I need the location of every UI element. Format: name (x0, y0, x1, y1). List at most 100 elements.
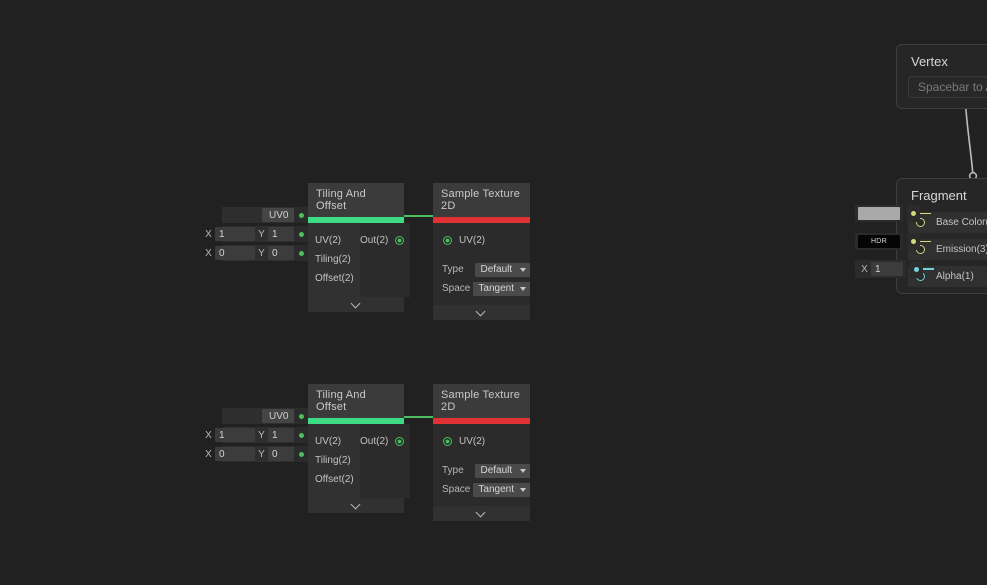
node-sample-texture-2d-top[interactable]: Sample Texture 2D UV(2) Type Default Spa… (433, 183, 530, 320)
emission-label: Emission(3) (936, 244, 987, 255)
fragment-block-base-color[interactable]: Base Color(3) (908, 212, 987, 233)
node-sample-texture-2d-bottom[interactable]: Sample Texture 2D UV(2) Type Default Spa… (433, 384, 530, 521)
node-collapse-bottom[interactable] (308, 498, 404, 513)
port-label-tiling-top: Tiling(2) (315, 253, 351, 265)
setting-label-type-bottom: Type (442, 465, 464, 476)
setting-value-space-bottom: Tangent (478, 484, 514, 495)
port-tiling-bottom[interactable]: Tiling(2) (308, 452, 360, 468)
chevron-down-icon (352, 501, 361, 510)
hdr-label: HDR (870, 238, 888, 245)
node-title-top: Tiling And Offset (308, 183, 404, 217)
master-node-vertex[interactable]: Vertex Spacebar to Add Node (896, 44, 987, 109)
vertex-add-node-placeholder[interactable]: Spacebar to Add Node (908, 76, 987, 98)
base-color-connector-dot[interactable] (907, 205, 920, 222)
port-label-out-bottom: Out(2) (360, 435, 389, 447)
port-out-ring-top[interactable] (395, 235, 405, 245)
tiling-x-input-bottom[interactable]: 1 (215, 428, 255, 442)
setting-label-space-top: Space (442, 283, 471, 294)
setting-label-type-top: Type (442, 264, 464, 275)
node-accent-bar (433, 418, 530, 424)
base-color-widget[interactable] (855, 205, 931, 222)
sample-node-collapse-bottom[interactable] (433, 506, 530, 521)
setting-value-type-top: Default (480, 264, 513, 275)
base-color-swatch-wrap[interactable] (855, 205, 903, 222)
sample-uv-ring-bottom[interactable] (443, 436, 452, 446)
tiling-y-axis-label-top: Y (258, 228, 265, 240)
node-inputs-top: UV(2) Tiling(2) Offset(2) (308, 223, 360, 297)
fragment-title: Fragment (911, 188, 967, 203)
port-label-offset-top: Offset(2) (315, 272, 354, 284)
node-collapse-top[interactable] (308, 297, 404, 312)
uv-connector-dot-bottom[interactable] (294, 408, 308, 424)
uv-channel-label-top: UV0 (269, 209, 289, 221)
port-offset-top[interactable]: Offset(2) (308, 270, 360, 286)
port-tiling-top[interactable]: Tiling(2) (308, 251, 360, 267)
chevron-down-icon (352, 300, 361, 309)
sample-port-label-uv-top: UV(2) (459, 234, 486, 246)
port-out-top[interactable]: Out(2) (360, 232, 410, 248)
tiling-connector-dot-bottom[interactable] (294, 427, 308, 443)
uv-connector-dot-top[interactable] (294, 207, 308, 223)
sample-setting-space-top[interactable]: Space Tangent (442, 280, 530, 297)
sample-setting-type-top[interactable]: Type Default (442, 261, 530, 278)
offset-y-axis-label-top: Y (258, 247, 265, 259)
chevron-down-icon (520, 468, 526, 473)
sample-setting-space-bottom[interactable]: Space Tangent (442, 481, 530, 498)
sample-port-uv-bottom[interactable]: UV(2) (443, 433, 530, 449)
setting-dropdown-type-bottom[interactable]: Default (475, 463, 530, 478)
offset-connector-dot-bottom[interactable] (294, 446, 308, 462)
setting-label-space-bottom: Space (442, 484, 471, 495)
alpha-value-input[interactable]: 1 (871, 262, 903, 276)
setting-dropdown-type-top[interactable]: Default (475, 262, 530, 277)
port-out-bottom[interactable]: Out(2) (360, 433, 410, 449)
chevron-down-icon (520, 487, 526, 492)
fragment-block-emission[interactable]: Emission(3) (908, 239, 987, 260)
port-label-out-top: Out(2) (360, 234, 389, 246)
sample-uv-ring-top[interactable] (443, 235, 452, 245)
sample-port-uv-top[interactable]: UV(2) (443, 232, 530, 248)
node-accent-bar (308, 418, 404, 424)
chevron-down-icon (477, 308, 486, 317)
emission-connector-dot[interactable] (907, 233, 920, 250)
node-title-bottom: Tiling And Offset (308, 384, 404, 418)
uv-channel-label-bottom: UV0 (269, 410, 289, 422)
offset-x-input-bottom[interactable]: 0 (215, 447, 255, 461)
base-color-label: Base Color(3) (936, 217, 987, 228)
port-label-offset-bottom: Offset(2) (315, 473, 354, 485)
node-tiling-and-offset-top[interactable]: Tiling And Offset UV(2) Tiling(2) Offset… (308, 183, 411, 312)
node-inputs-bottom: UV(2) Tiling(2) Offset(2) (308, 424, 360, 498)
alpha-connector-dot[interactable] (910, 260, 923, 278)
node-outputs-top: Out(2) (360, 223, 411, 297)
chevron-down-icon (520, 267, 526, 272)
node-tiling-and-offset-bottom[interactable]: Tiling And Offset UV(2) Tiling(2) Offset… (308, 384, 411, 513)
port-uv-bottom[interactable]: UV(2) (308, 433, 360, 449)
sample-node-collapse-top[interactable] (433, 305, 530, 320)
port-label-uv-top: UV(2) (315, 234, 342, 246)
tiling-x-input-top[interactable]: 1 (215, 227, 255, 241)
emission-hdr-swatch[interactable]: HDR (858, 235, 900, 248)
port-uv-top[interactable]: UV(2) (308, 232, 360, 248)
base-color-swatch[interactable] (858, 207, 900, 220)
alpha-widget[interactable]: X 1 (855, 260, 934, 278)
port-label-tiling-bottom: Tiling(2) (315, 454, 351, 466)
port-offset-bottom[interactable]: Offset(2) (308, 471, 360, 487)
offset-x-axis-label-bottom: X (205, 448, 212, 460)
port-label-uv-bottom: UV(2) (315, 435, 342, 447)
emission-widget[interactable]: HDR (855, 233, 931, 250)
setting-value-type-bottom: Default (480, 465, 513, 476)
tiling-connector-dot-top[interactable] (294, 226, 308, 242)
sample-port-label-uv-bottom: UV(2) (459, 435, 486, 447)
emission-hdr-wrap[interactable]: HDR (855, 233, 903, 250)
node-accent-bar (433, 217, 530, 223)
alpha-float-field[interactable]: X 1 (855, 260, 906, 278)
setting-dropdown-space-bottom[interactable]: Tangent (473, 482, 530, 497)
tiling-x-axis-label-bottom: X (205, 429, 212, 441)
alpha-x-axis-label: X (861, 263, 868, 275)
base-color-port[interactable] (916, 218, 925, 227)
port-out-ring-bottom[interactable] (395, 436, 405, 446)
sample-setting-type-bottom[interactable]: Type Default (442, 462, 530, 479)
offset-x-input-top[interactable]: 0 (215, 246, 255, 260)
offset-connector-dot-top[interactable] (294, 245, 308, 261)
setting-dropdown-space-top[interactable]: Tangent (473, 281, 530, 296)
